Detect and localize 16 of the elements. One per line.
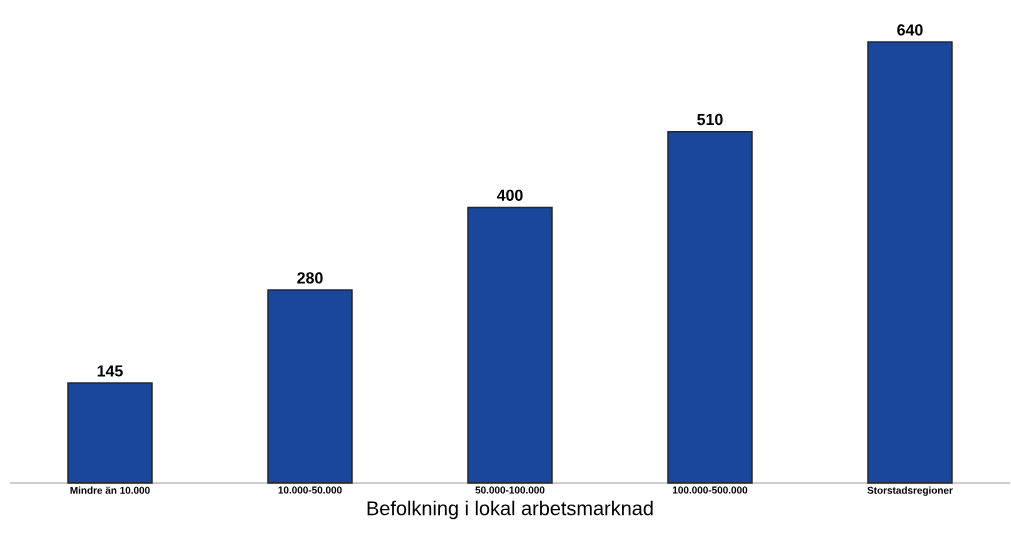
x-tick-label: 10.000-50.000 [278, 486, 342, 494]
bar [67, 382, 153, 484]
data-label: 280 [297, 272, 323, 284]
bar [467, 206, 553, 484]
data-label: 640 [897, 24, 923, 36]
x-axis-title: Befolkning i lokal arbetsmarknad [367, 500, 653, 520]
bar [667, 130, 753, 484]
data-label: 145 [97, 365, 123, 377]
bar [267, 289, 353, 484]
x-tick-label: 100.000-500.000 [672, 486, 748, 494]
x-tick-label: 50.000-100.000 [475, 486, 545, 494]
bar [867, 41, 953, 484]
x-tick-label: Storstadsregioner [867, 486, 953, 496]
data-label: 510 [697, 113, 723, 126]
x-tick-label: Mindre än 10.000 [70, 486, 150, 494]
data-label: 400 [496, 189, 523, 201]
